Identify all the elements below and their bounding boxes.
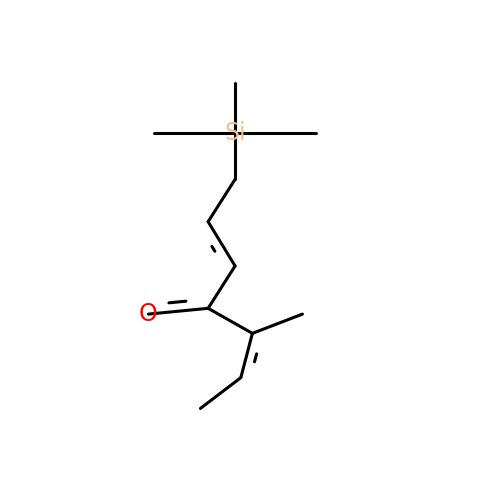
Text: Si: Si	[224, 121, 246, 145]
Text: O: O	[139, 302, 158, 326]
